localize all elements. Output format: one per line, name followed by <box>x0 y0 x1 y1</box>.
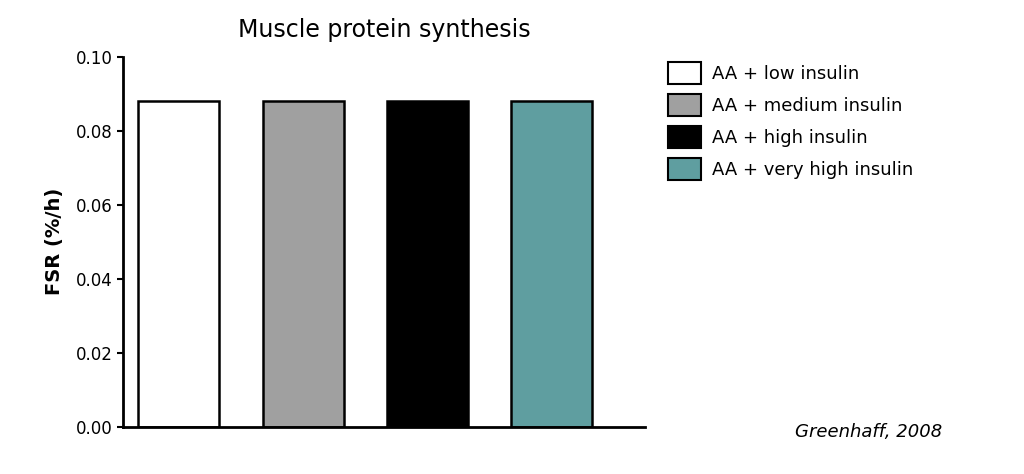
Title: Muscle protein synthesis: Muscle protein synthesis <box>238 18 530 43</box>
Bar <box>511 101 592 427</box>
Y-axis label: FSR (%/h): FSR (%/h) <box>45 188 65 295</box>
Text: Greenhaff, 2008: Greenhaff, 2008 <box>795 423 942 441</box>
Bar <box>387 101 468 427</box>
Legend: AA + low insulin, AA + medium insulin, AA + high insulin, AA + very high insulin: AA + low insulin, AA + medium insulin, A… <box>665 58 916 183</box>
Bar <box>263 101 344 427</box>
Bar <box>138 101 219 427</box>
